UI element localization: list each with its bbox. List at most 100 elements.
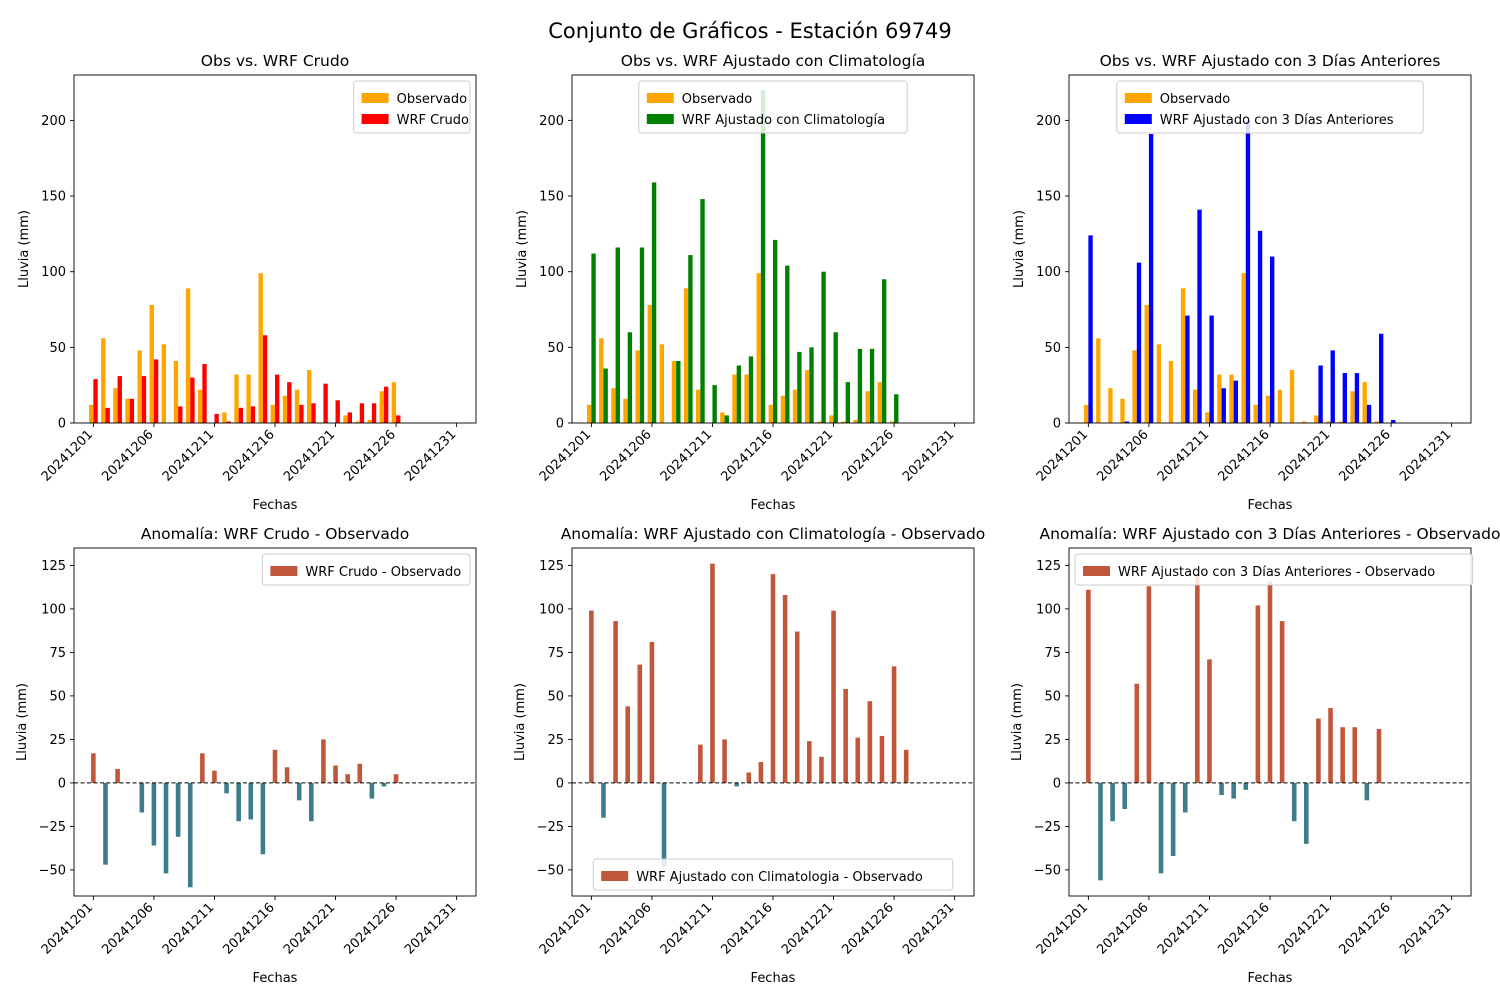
bar-observado-24	[865, 391, 870, 423]
chart-title: Anomalía: WRF Ajustado con 3 Días Anteri…	[1040, 525, 1500, 543]
y-axis-label: Lluvia (mm)	[17, 210, 32, 288]
bar-observado-4	[1120, 398, 1125, 423]
anomaly-bar-14	[1243, 782, 1249, 790]
legend-label: WRF Ajustado con 3 Días Anteriores	[1160, 113, 1394, 128]
x-tick-label: 20241201	[537, 900, 594, 957]
bar-wrf-15	[1257, 230, 1263, 423]
x-axis-label: Fechas	[1248, 498, 1293, 513]
axes-frame	[73, 547, 477, 897]
anomaly-bar-20	[819, 756, 824, 783]
y-tick-label: 50	[49, 341, 66, 356]
bar-observado-18	[1289, 370, 1295, 423]
bar-observado-23	[1350, 391, 1355, 423]
anomaly-bar-18	[794, 631, 800, 783]
y-tick-label: 75	[1044, 646, 1061, 661]
bar-wrf-9	[688, 255, 693, 423]
bar-observado-25	[877, 382, 882, 423]
anomaly-bar-19	[1304, 782, 1309, 844]
bar-wrf-16	[1270, 256, 1275, 423]
anomaly-bar-12	[224, 782, 229, 794]
bar-wrf-14	[748, 356, 754, 423]
y-tick-label: 100	[41, 602, 66, 617]
bar-wrf-10	[700, 199, 705, 423]
bar-wrf-13	[238, 407, 244, 423]
bar-observado-16	[270, 404, 275, 423]
anomaly-bar-25	[879, 735, 885, 783]
x-tick-label: 20241211	[1155, 427, 1212, 484]
x-tick-label: 20241216	[1215, 900, 1272, 957]
x-axis-label: Fechas	[253, 498, 298, 513]
x-tick-label: 20241211	[160, 427, 217, 484]
legend-swatch	[270, 566, 298, 576]
bar-wrf-5	[1136, 262, 1142, 423]
anomaly-bar-15	[758, 762, 764, 783]
legend: Observado WRF Ajustado con 3 Días Anterio…	[1116, 80, 1424, 134]
y-tick-label: 100	[41, 265, 66, 280]
x-tick-label: 20241216	[1215, 427, 1272, 484]
bar-observado-16	[768, 404, 773, 423]
bar-wrf-15	[760, 90, 766, 423]
bar-wrf-20	[1318, 365, 1323, 423]
bar-wrf-6	[1148, 134, 1154, 423]
anomaly-bar-8	[175, 782, 181, 837]
bar-observado-12	[720, 412, 725, 423]
anomaly-bar-16	[1267, 581, 1273, 783]
y-tick-label: −50	[1034, 863, 1061, 878]
bar-observado-14	[744, 374, 749, 423]
y-tick-label: 0	[58, 776, 66, 791]
anomaly-bar-13	[1231, 782, 1236, 799]
legend-swatch	[646, 93, 674, 103]
x-axis-label: Fechas	[1248, 971, 1293, 986]
anomaly-bar-1	[589, 610, 594, 783]
x-tick-label: 20241201	[1034, 427, 1091, 484]
bars	[91, 739, 399, 888]
y-tick-label: −25	[39, 820, 66, 835]
bar-observado-14	[246, 374, 251, 423]
legend-swatch	[361, 93, 389, 103]
anomaly-bar-5	[1134, 683, 1140, 783]
x-tick-label: 20241226	[1337, 900, 1394, 957]
bar-wrf-13	[736, 365, 742, 423]
bar-wrf-18	[797, 351, 802, 423]
anomaly-bar-11	[710, 563, 715, 783]
bar-observado-10	[1192, 389, 1198, 423]
bar-wrf-14	[1245, 120, 1251, 423]
bar-wrf-10	[202, 363, 207, 423]
bar-observado-9	[1180, 288, 1186, 423]
anomaly-bar-18	[1291, 782, 1297, 822]
y-tick-label: 100	[1036, 265, 1061, 280]
bar-observado-1	[587, 404, 592, 423]
bar-observado-8	[671, 360, 677, 423]
anomaly-bar-12	[1219, 782, 1224, 796]
bar-wrf-26	[1391, 419, 1396, 423]
bar-observado-17	[282, 395, 288, 423]
bar-wrf-26	[396, 415, 401, 423]
bar-observado-10	[197, 389, 203, 423]
anomaly-bar-16	[770, 574, 776, 783]
bar-wrf-8	[178, 406, 183, 423]
legend-swatch	[1083, 566, 1110, 576]
bar-observado-5	[635, 350, 640, 423]
bar-wrf-13	[1233, 380, 1239, 423]
legend-label: Observado	[397, 92, 468, 107]
anomaly-bar-1	[91, 753, 96, 783]
anomaly-bar-7	[661, 782, 667, 867]
x-tick-label: 20241221	[281, 900, 338, 957]
anomaly-bar-14	[248, 782, 254, 820]
bar-observado-17	[1277, 389, 1283, 423]
anomaly-bar-15	[1255, 605, 1261, 783]
bar-observado-24	[1362, 382, 1367, 423]
y-tick-label: 0	[556, 776, 564, 791]
bar-observado-7	[659, 344, 665, 423]
x-tick-label: 20241221	[1276, 900, 1333, 957]
bar-observado-25	[1374, 421, 1379, 423]
legend-box	[1116, 80, 1424, 134]
anomaly-bar-22	[345, 774, 350, 783]
anomaly-bar-17	[1279, 621, 1285, 783]
bar-observado-11	[1205, 412, 1210, 423]
legend-box	[592, 858, 954, 891]
bar-wrf-26	[894, 394, 899, 423]
y-tick-label: −25	[537, 820, 564, 835]
bar-wrf-14	[250, 406, 256, 423]
